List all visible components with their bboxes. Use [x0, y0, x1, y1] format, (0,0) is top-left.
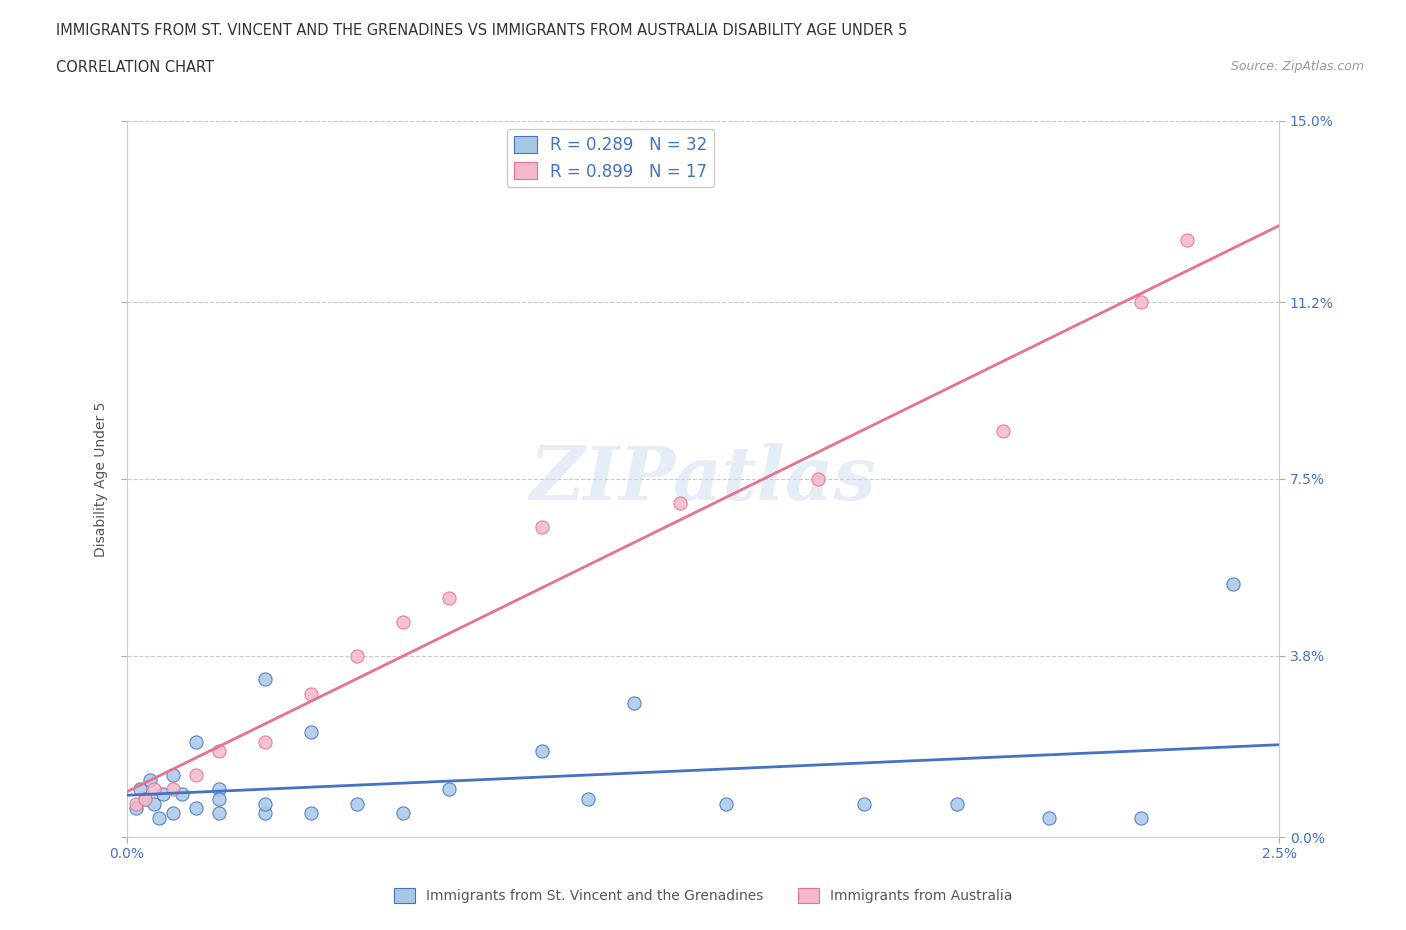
Point — [530, 519, 553, 534]
Point — [346, 648, 368, 663]
Point — [576, 791, 599, 806]
Point — [392, 615, 415, 630]
Point — [253, 805, 276, 820]
Point — [208, 805, 231, 820]
Y-axis label: Disability Age Under 5: Disability Age Under 5 — [94, 401, 108, 557]
Point — [143, 796, 166, 811]
Point — [392, 805, 415, 820]
Point — [1130, 295, 1153, 310]
Point — [299, 805, 322, 820]
Point — [991, 424, 1014, 439]
Point — [129, 782, 152, 797]
Point — [807, 472, 830, 486]
Point — [1222, 577, 1244, 591]
Point — [439, 782, 461, 797]
Point — [162, 805, 184, 820]
Point — [1130, 810, 1153, 825]
Point — [253, 734, 276, 749]
Point — [299, 686, 322, 701]
Point — [530, 744, 553, 759]
Point — [208, 744, 231, 759]
Point — [253, 672, 276, 687]
Text: ZIPatlas: ZIPatlas — [530, 443, 876, 515]
Point — [125, 796, 148, 811]
Point — [945, 796, 967, 811]
Text: IMMIGRANTS FROM ST. VINCENT AND THE GRENADINES VS IMMIGRANTS FROM AUSTRALIA DISA: IMMIGRANTS FROM ST. VINCENT AND THE GREN… — [56, 23, 907, 38]
Point — [170, 787, 193, 802]
Point — [184, 734, 207, 749]
Point — [162, 782, 184, 797]
Point — [439, 591, 461, 605]
Point — [714, 796, 737, 811]
Point — [125, 801, 148, 816]
Point — [138, 772, 160, 787]
Legend: Immigrants from St. Vincent and the Grenadines, Immigrants from Australia: Immigrants from St. Vincent and the Gren… — [388, 883, 1018, 909]
Text: CORRELATION CHART: CORRELATION CHART — [56, 60, 214, 75]
Point — [148, 810, 170, 825]
Point — [208, 791, 231, 806]
Point — [669, 496, 692, 511]
Point — [1175, 232, 1198, 247]
Point — [853, 796, 876, 811]
Point — [184, 801, 207, 816]
Point — [143, 782, 166, 797]
Point — [1038, 810, 1060, 825]
Point — [184, 767, 207, 782]
Point — [299, 724, 322, 739]
Point — [134, 791, 156, 806]
Point — [162, 767, 184, 782]
Point — [623, 696, 645, 711]
Point — [253, 796, 276, 811]
Point — [208, 782, 231, 797]
Text: Source: ZipAtlas.com: Source: ZipAtlas.com — [1230, 60, 1364, 73]
Point — [134, 791, 156, 806]
Point — [152, 787, 174, 802]
Point — [346, 796, 368, 811]
